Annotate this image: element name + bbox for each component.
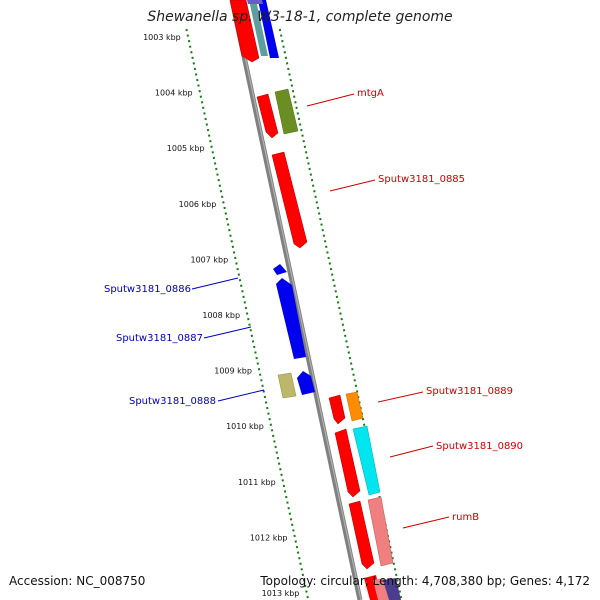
gene-sputw3181-0890[interactable] [352, 425, 381, 496]
tick-label: 1013 kbp [262, 589, 300, 598]
gene-red-1010[interactable] [328, 394, 346, 425]
gene-red-1004[interactable] [256, 93, 279, 139]
gene-top-blue[interactable] [258, 0, 279, 58]
gene-top-steelblue[interactable] [249, 0, 268, 56]
label-sputw3181-0890[interactable]: Sputw3181_0890 [436, 441, 523, 452]
gene-sputw3181-0888[interactable] [277, 372, 297, 399]
tick-labels: 1003 kbp 1004 kbp 1005 kbp 1006 kbp 1007 kbp… [143, 33, 299, 598]
label-sputw3181-0889[interactable]: Sputw3181_0889 [426, 386, 513, 397]
gene-top-purple[interactable] [247, 0, 263, 4]
genome-summary-text: Topology: circular; Length: 4,708,380 bp… [260, 574, 590, 588]
gene-sputw3181-0887[interactable] [276, 278, 306, 359]
gene-red-1011[interactable] [334, 428, 361, 498]
gene-sputw3181-0885[interactable] [271, 151, 308, 249]
gene-sputw3181-0889[interactable] [345, 391, 364, 422]
gene-top-red[interactable] [229, 0, 260, 63]
genome-title: Shewanella sp. W3-18-1, complete genome [147, 9, 453, 25]
tick-label: 1006 kbp [179, 200, 217, 209]
tick-label: 1005 kbp [167, 144, 205, 153]
accession-text: Accession: NC_008750 [9, 574, 146, 588]
label-sputw3181-0885[interactable]: Sputw3181_0885 [378, 174, 465, 185]
tick-label: 1010 kbp [226, 422, 264, 431]
tick-label: 1009 kbp [214, 367, 252, 376]
label-sputw3181-0886[interactable]: Sputw3181_0886 [104, 284, 191, 295]
gene-blue-1009[interactable] [297, 371, 315, 395]
label-rumB[interactable]: rumB [452, 512, 479, 523]
tick-label: 1012 kbp [250, 533, 288, 542]
genome-backbone [229, 0, 363, 600]
gene-bottom-purple[interactable] [383, 578, 401, 600]
gene-sputw3181-0886[interactable] [273, 264, 287, 275]
label-leader-lines [191, 93, 450, 529]
gene-features [229, 0, 401, 600]
gene-labels: mtgA Sputw3181_0885 Sputw3181_0886 Sputw… [104, 88, 523, 523]
tick-label: 1003 kbp [143, 33, 181, 42]
reverse-tick-track [185, 28, 309, 599]
label-mtgA[interactable]: mtgA [357, 88, 384, 99]
tick-label: 1004 kbp [155, 89, 193, 98]
genome-backbone-highlight [232, 0, 362, 600]
tick-label: 1007 kbp [191, 255, 229, 264]
gene-mtgA[interactable] [274, 88, 299, 135]
label-sputw3181-0888[interactable]: Sputw3181_0888 [129, 396, 216, 407]
gene-rumB[interactable] [367, 496, 394, 567]
label-sputw3181-0887[interactable]: Sputw3181_0887 [116, 333, 203, 344]
gene-red-1012[interactable] [348, 500, 375, 570]
tick-label: 1011 kbp [238, 478, 276, 487]
tick-label: 1008 kbp [202, 311, 240, 320]
